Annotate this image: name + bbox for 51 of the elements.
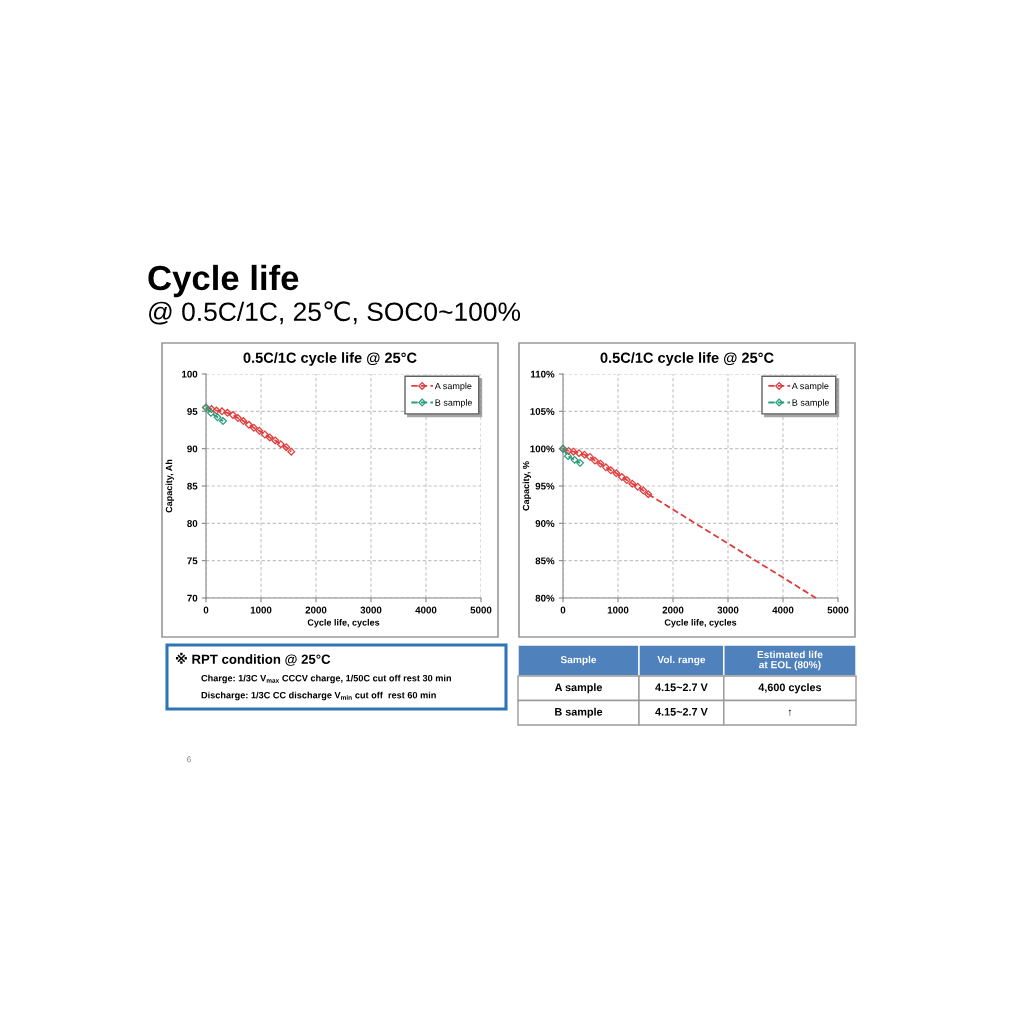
text: 6 [187, 756, 191, 763]
text: Discharge: 1/3C CC discharge V$_{min}$ cut off rest 60 min [201, 691, 436, 701]
y-tick-label: 95% [535, 482, 555, 490]
y-tick-label: 80% [535, 594, 555, 602]
y-tick-label: 85% [535, 557, 555, 565]
y-tick-label: 105% [530, 408, 555, 415]
x-tick-label: 4000 [772, 606, 794, 614]
y-tick-label: 95 [187, 408, 198, 415]
category-label: Estimated life at EOL (80%) [757, 650, 823, 671]
category-label: Sample [560, 655, 597, 666]
text: A sample [554, 683, 603, 694]
text: ※ RPT condition @ 25°C [175, 652, 331, 666]
x-tick-label: 0 [560, 606, 566, 614]
x-axis-title: Cycle life, cycles [664, 619, 737, 628]
x-tick-label: 4000 [415, 606, 437, 614]
text: 4,600 cycles [758, 683, 822, 694]
chart-title: 0.5C/1C cycle life @ 25°C [600, 352, 774, 366]
x-tick-label: 1000 [607, 606, 629, 614]
y-tick-label: 90% [535, 520, 555, 527]
category-label: Vol. range [657, 655, 706, 666]
x-axis-title: Cycle life, cycles [307, 619, 380, 628]
text: ↑ [788, 709, 792, 716]
y-tick-label: 80 [187, 520, 198, 527]
y-axis-title: Capacity, % [522, 461, 531, 511]
y-axis-title: Capacity, Ah [165, 459, 174, 513]
chart-title: 0.5C/1C cycle life @ 25°C [243, 352, 417, 366]
x-tick-label: 5000 [470, 606, 492, 614]
y-tick-label: 100 [182, 370, 198, 378]
y-tick-label: 110% [530, 370, 555, 378]
legend-label: A sample [791, 382, 829, 391]
text: Cycle life [148, 264, 299, 298]
y-tick-label: 70 [187, 594, 198, 602]
x-tick-label: 2000 [662, 606, 684, 614]
x-tick-label: 1000 [250, 606, 272, 614]
text: Charge: 1/3C V$_{max}$ CCCV charge, 1/50C cut off rest 30 min [201, 674, 451, 684]
legend-label: B sample [792, 399, 830, 408]
text: B sample [555, 707, 603, 718]
x-tick-label: 2000 [305, 606, 327, 614]
x-tick-label: 5000 [827, 606, 849, 614]
x-tick-label: 0 [203, 606, 209, 614]
legend-label: A sample [434, 382, 472, 391]
y-tick-label: 75 [187, 557, 198, 565]
y-tick-label: 90 [187, 445, 198, 453]
legend-label: B sample [435, 399, 473, 408]
text: 4.15~2.7 V [655, 683, 708, 692]
x-tick-label: 3000 [717, 606, 739, 614]
text: @ 0.5C/1C, 25℃, SOC0~100% [149, 301, 521, 325]
y-tick-label: 100% [530, 445, 555, 453]
y-tick-label: 85 [187, 482, 198, 490]
text: 4.15~2.7 V [655, 707, 708, 716]
x-tick-label: 3000 [360, 606, 382, 614]
